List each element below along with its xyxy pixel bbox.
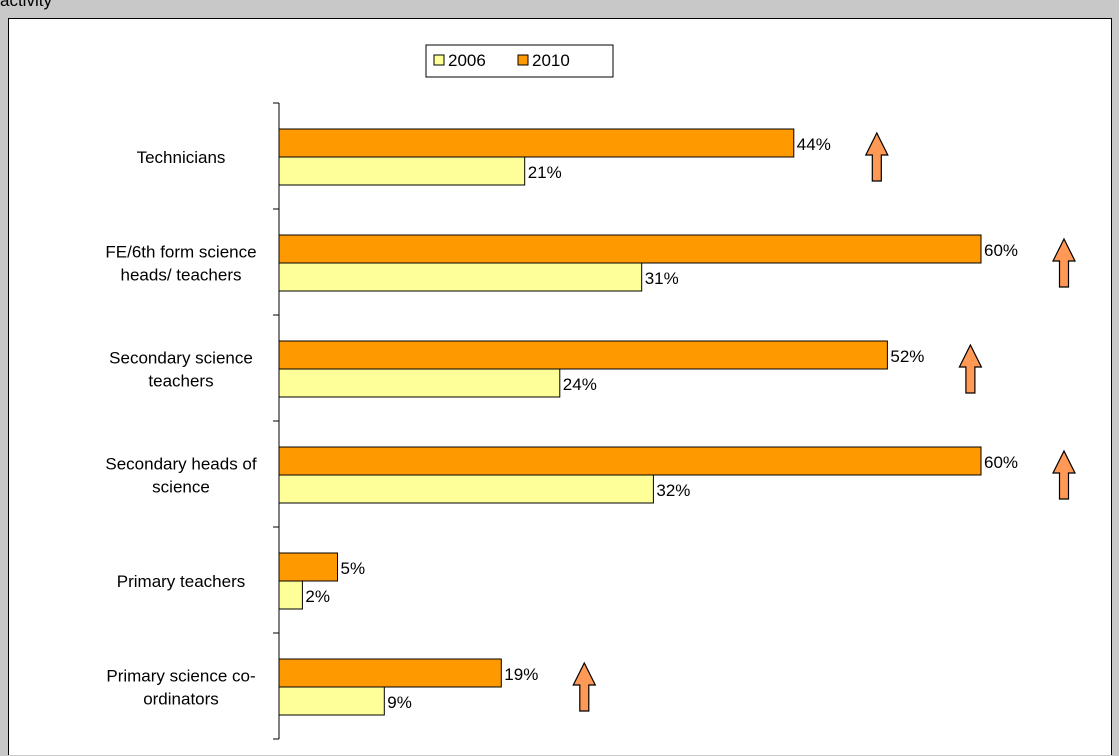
legend-label-2006: 2006 [448, 51, 486, 70]
data-label-2010: 5% [341, 559, 366, 578]
bar-2010 [279, 129, 794, 157]
bar-2006 [279, 263, 642, 291]
bar-2006 [279, 369, 560, 397]
category-label: ordinators [143, 690, 219, 709]
legend-swatch-2010 [518, 55, 528, 65]
bar-2010 [279, 659, 501, 687]
bar-2006 [279, 687, 384, 715]
data-label-2010: 44% [797, 135, 831, 154]
data-label-2010: 60% [984, 453, 1018, 472]
category-label: science [152, 478, 210, 497]
category-label: Primary teachers [117, 572, 245, 591]
category-label: Technicians [137, 148, 226, 167]
category-label: teachers [148, 372, 213, 391]
bar-2006 [279, 581, 302, 609]
category-label: Primary science co- [106, 667, 255, 686]
header-text: activity [0, 0, 52, 11]
increase-arrow-icon [959, 345, 981, 393]
bar-2010 [279, 553, 338, 581]
legend-swatch-2006 [434, 55, 444, 65]
increase-arrow-icon [573, 663, 595, 711]
increase-arrow-icon [866, 133, 888, 181]
data-label-2010: 52% [890, 347, 924, 366]
data-label-2006: 9% [387, 693, 412, 712]
chart-panel: 44% 21% Technicians 60% 31% FE/6th form scien… [8, 18, 1112, 755]
category-label: Secondary science [109, 349, 253, 368]
bar-2010 [279, 447, 981, 475]
bar-2010 [279, 341, 887, 369]
legend-label-2010: 2010 [532, 51, 570, 70]
bar-2006 [279, 475, 653, 503]
bar-2006 [279, 157, 525, 185]
increase-arrow-icon [1053, 239, 1075, 287]
data-label-2006: 24% [563, 375, 597, 394]
data-label-2006: 32% [656, 481, 690, 500]
data-label-2006: 21% [528, 163, 562, 182]
increase-arrow-icon [1053, 451, 1075, 499]
category-label: Secondary heads of [105, 455, 256, 474]
category-label: FE/6th form science [105, 243, 256, 262]
data-label-2006: 2% [305, 587, 330, 606]
bar-chart: 44% 21% Technicians 60% 31% FE/6th form scien… [9, 19, 1111, 756]
category-label: heads/ teachers [121, 266, 242, 285]
data-label-2010: 60% [984, 241, 1018, 260]
data-label-2010: 19% [504, 665, 538, 684]
data-label-2006: 31% [645, 269, 679, 288]
bar-2010 [279, 235, 981, 263]
